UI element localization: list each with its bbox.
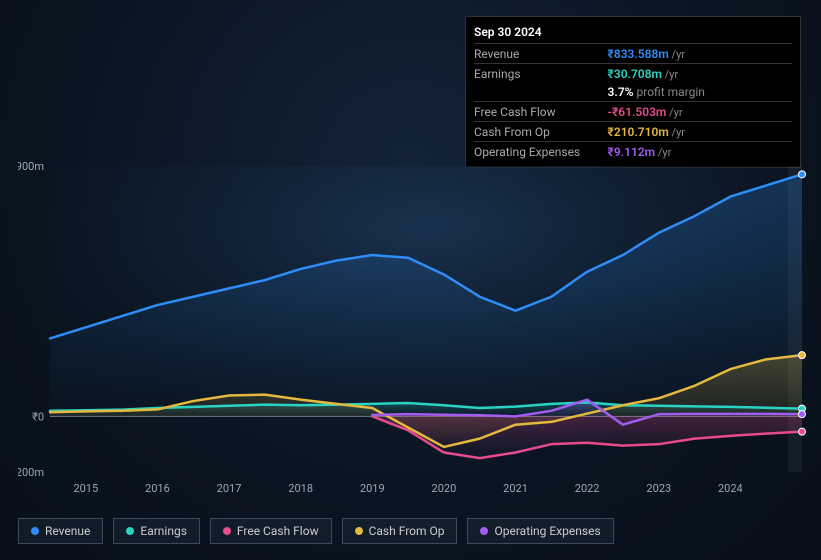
legend-dot-icon xyxy=(355,527,363,535)
legend-dot-icon xyxy=(223,527,231,535)
chart-legend: Revenue Earnings Free Cash Flow Cash From O… xyxy=(18,518,614,544)
legend-dot-icon xyxy=(31,527,39,535)
tooltip-row-value: ₹210.710m /yr xyxy=(608,122,792,142)
tooltip-row-value: ₹30.708m /yr xyxy=(608,64,792,84)
data-tooltip: Sep 30 2024 Revenue₹833.588m /yrEarnings… xyxy=(465,16,801,168)
x-axis-label: 2021 xyxy=(503,482,528,495)
x-axis-label: 2024 xyxy=(718,482,743,495)
financials-chart[interactable]: ₹900m ₹0 -₹200m 2015 2016 2017 2018 2019 2020 202… xyxy=(18,160,808,500)
tooltip-row-label: Earnings xyxy=(474,64,608,84)
legend-dot-icon xyxy=(126,527,134,535)
legend-label: Revenue xyxy=(45,524,90,538)
tooltip-row-value: ₹833.588m /yr xyxy=(608,44,792,64)
tooltip-row-label: Operating Expenses xyxy=(474,142,608,162)
x-axis-label: 2022 xyxy=(575,482,600,495)
y-axis-label: -₹200m xyxy=(18,466,44,479)
x-axis-label: 2015 xyxy=(73,482,98,495)
tooltip-row-label xyxy=(474,83,608,102)
tooltip-row-value: 3.7% profit margin xyxy=(608,83,792,102)
legend-label: Operating Expenses xyxy=(494,524,600,538)
x-axis-label: 2017 xyxy=(217,482,242,495)
tooltip-row-value: ₹9.112m /yr xyxy=(608,142,792,162)
x-axis-label: 2023 xyxy=(646,482,671,495)
x-axis-label: 2018 xyxy=(288,482,313,495)
tooltip-row-label: Revenue xyxy=(474,44,608,64)
legend-dot-icon xyxy=(480,527,488,535)
legend-item[interactable]: Operating Expenses xyxy=(467,518,613,544)
legend-item[interactable]: Cash From Op xyxy=(342,518,458,544)
tooltip-row-value: -₹61.503m /yr xyxy=(608,102,792,122)
legend-label: Cash From Op xyxy=(369,524,445,538)
chart-svg: ₹900m ₹0 -₹200m 2015 2016 2017 2018 2019 2020 202… xyxy=(18,160,808,500)
tooltip-row-label: Cash From Op xyxy=(474,122,608,142)
tooltip-row-label: Free Cash Flow xyxy=(474,102,608,122)
y-axis-label: ₹900m xyxy=(18,160,44,173)
x-axis-label: 2020 xyxy=(432,482,457,495)
x-axis-label: 2016 xyxy=(145,482,170,495)
legend-item[interactable]: Free Cash Flow xyxy=(210,518,332,544)
y-axis-label: ₹0 xyxy=(32,410,44,423)
legend-item[interactable]: Revenue xyxy=(18,518,103,544)
tooltip-date: Sep 30 2024 xyxy=(474,21,792,43)
tooltip-table: Revenue₹833.588m /yrEarnings₹30.708m /yr… xyxy=(474,43,792,161)
x-axis-label: 2019 xyxy=(360,482,385,495)
legend-label: Earnings xyxy=(140,524,187,538)
legend-label: Free Cash Flow xyxy=(237,524,319,538)
legend-item[interactable]: Earnings xyxy=(113,518,200,544)
